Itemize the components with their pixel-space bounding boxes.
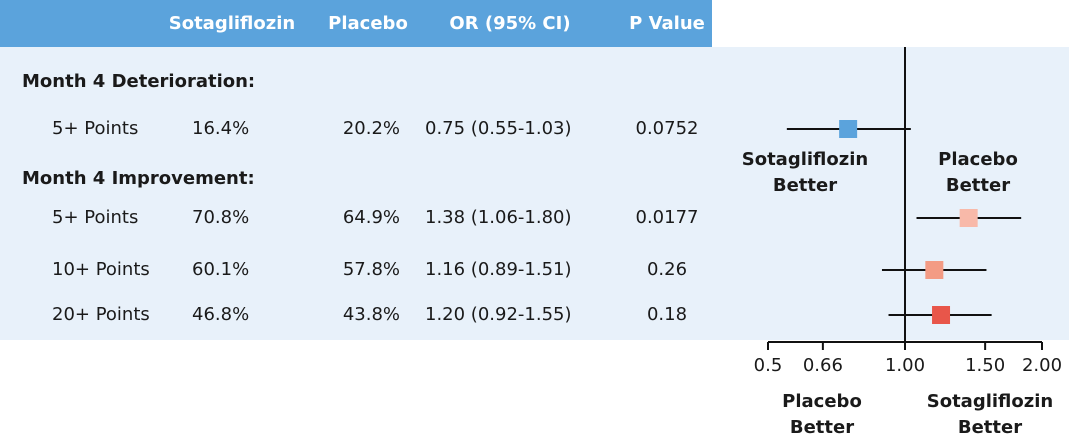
column-header: Sotagliflozin: [169, 13, 295, 34]
table-cell: 70.8%: [192, 207, 249, 228]
direction-label: Better: [958, 417, 1022, 438]
column-header: Placebo: [328, 13, 408, 34]
table-cell: 57.8%: [343, 259, 400, 280]
odds-ratio-marker: [925, 261, 944, 279]
table-cell: 60.1%: [192, 259, 249, 280]
direction-label: Better: [790, 417, 854, 438]
odds-ratio-marker: [932, 306, 951, 324]
table-cell: 20.2%: [343, 118, 400, 139]
table-cell: 43.8%: [343, 304, 400, 325]
table-cell: 64.9%: [343, 207, 400, 228]
table-cell: 1.38 (1.06-1.80): [425, 207, 572, 228]
table-cell: 5+ Points: [52, 118, 138, 139]
table-cell: 0.75 (0.55-1.03): [425, 118, 572, 139]
x-tick-label: 0.5: [754, 355, 783, 376]
table-cell: 0.0752: [636, 118, 699, 139]
table-cell: 0.18: [647, 304, 687, 325]
table-cell: 0.0177: [636, 207, 699, 228]
table-cell: 46.8%: [192, 304, 249, 325]
x-tick-label: 1.00: [885, 355, 925, 376]
x-tick-label: 0.66: [803, 355, 843, 376]
x-tick-label: 2.00: [1022, 355, 1062, 376]
group-label: Month 4 Improvement:: [22, 168, 255, 189]
table-cell: 0.26: [647, 259, 687, 280]
direction-label: Placebo: [782, 391, 862, 412]
odds-ratio-marker: [839, 120, 858, 138]
direction-label: Sotagliflozin: [927, 391, 1053, 412]
direction-label: Better: [946, 175, 1010, 196]
column-header: P Value: [629, 13, 705, 34]
table-cell: 16.4%: [192, 118, 249, 139]
panel-background: [0, 47, 1069, 340]
column-header: OR (95% CI): [449, 13, 570, 34]
direction-label: Better: [773, 175, 837, 196]
table-cell: 1.20 (0.92-1.55): [425, 304, 572, 325]
x-tick-label: 1.50: [965, 355, 1005, 376]
table-cell: 1.16 (0.89-1.51): [425, 259, 572, 280]
odds-ratio-marker: [959, 209, 978, 227]
direction-label: Placebo: [938, 149, 1018, 170]
direction-label: Sotagliflozin: [742, 149, 868, 170]
table-cell: 20+ Points: [52, 304, 150, 325]
table-cell: 5+ Points: [52, 207, 138, 228]
table-cell: 10+ Points: [52, 259, 150, 280]
header-bar: [0, 0, 712, 47]
group-label: Month 4 Deterioration:: [22, 71, 255, 92]
